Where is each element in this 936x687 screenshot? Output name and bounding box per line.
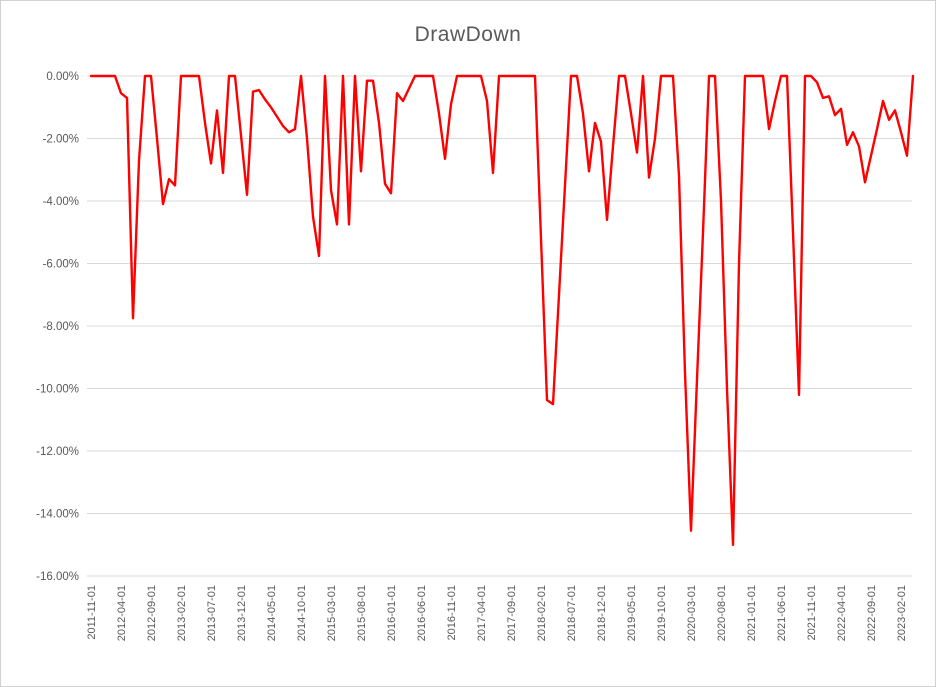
y-tick-label: 0.00% (46, 71, 79, 83)
x-tick-label: 2019-10-01 (656, 585, 668, 641)
x-tick-label: 2013-12-01 (236, 585, 248, 641)
x-tick-label: 2021-06-01 (776, 585, 788, 641)
x-tick-label: 2017-04-01 (476, 585, 488, 641)
chart-title: DrawDown (414, 23, 522, 46)
y-axis-tick-labels: 0.00% -2.00% -4.00% -6.00% -8.00% -10.00% -12.… (36, 71, 79, 583)
drawdown-line-series (89, 74, 915, 546)
x-tick-label: 2013-02-01 (176, 585, 188, 641)
x-tick-label: 2022-04-01 (836, 585, 848, 641)
y-tick-label: -2.00% (43, 134, 79, 146)
x-tick-label: 2017-09-01 (506, 585, 518, 641)
y-tick-label: -4.00% (43, 196, 79, 208)
y-tick-label: -8.00% (43, 321, 79, 333)
x-tick-label: 2023-02-01 (896, 585, 908, 641)
x-tick-label: 2021-01-01 (746, 585, 758, 641)
x-tick-label: 2012-04-01 (116, 585, 128, 641)
x-tick-label: 2022-09-01 (866, 585, 878, 641)
x-tick-label: 2015-08-01 (356, 585, 368, 641)
x-tick-label: 2021-11-01 (806, 585, 818, 640)
y-tick-label: -16.00% (36, 571, 79, 583)
x-tick-label: 2011-11-01 (86, 585, 98, 640)
x-tick-label: 2020-08-01 (716, 585, 728, 641)
y-tick-label: -14.00% (36, 509, 79, 521)
x-tick-label: 2014-05-01 (266, 585, 278, 641)
x-tick-label: 2016-01-01 (386, 585, 398, 641)
x-tick-label: 2018-02-01 (536, 585, 548, 641)
x-tick-label: 2012-09-01 (146, 585, 158, 641)
x-axis-tick-labels: 2011-11-01 2012-04-01 2012-09-01 2013-02-01… (86, 585, 908, 641)
x-tick-label: 2013-07-01 (206, 585, 218, 641)
x-tick-label: 2016-06-01 (416, 585, 428, 641)
x-tick-label: 2019-05-01 (626, 585, 638, 641)
gridlines (87, 75, 912, 577)
y-tick-label: -12.00% (36, 446, 79, 458)
y-tick-label: -10.00% (36, 384, 79, 396)
x-tick-label: 2014-10-01 (296, 585, 308, 641)
x-tick-label: 2018-07-01 (566, 585, 578, 641)
x-tick-label: 2020-03-01 (686, 585, 698, 641)
x-tick-label: 2015-03-01 (326, 585, 338, 641)
x-tick-label: 2018-12-01 (596, 585, 608, 641)
y-tick-label: -6.00% (43, 259, 79, 271)
x-tick-label: 2016-11-01 (446, 585, 458, 640)
